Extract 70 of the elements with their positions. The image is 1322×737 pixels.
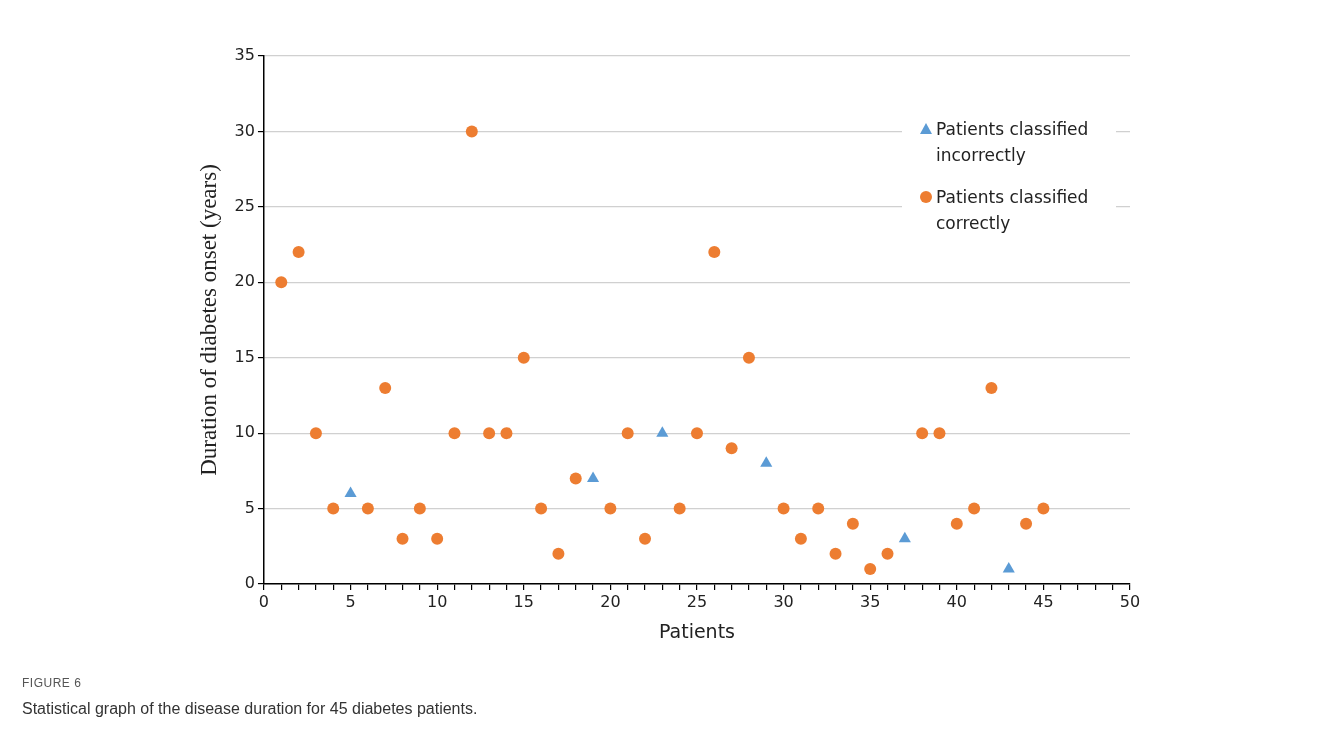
point: [1037, 502, 1050, 515]
point: [396, 532, 409, 545]
point: [656, 426, 669, 437]
x-tick-label: 40: [946, 591, 967, 611]
point: [898, 531, 911, 543]
y-tick-label: 15: [234, 346, 255, 366]
point: [708, 246, 721, 259]
point: [933, 427, 946, 440]
point: [794, 532, 807, 545]
point: [448, 427, 461, 440]
x-tick-label: 35: [860, 591, 881, 611]
legend-label: Patients classified incorrectly: [936, 118, 1090, 167]
point: [621, 427, 634, 440]
point: [846, 517, 859, 530]
point: [829, 547, 842, 560]
x-tick-label: 50: [1119, 591, 1141, 611]
point: [673, 502, 686, 515]
y-tick-label: 35: [234, 45, 255, 65]
x-tick-label: 15: [513, 591, 534, 611]
y-axis-title: Duration of diabetes onset (years): [195, 164, 221, 476]
text: Statistical graph of the disease duration for 45 diabetes patients.: [22, 700, 478, 718]
point: [309, 427, 322, 440]
point: [604, 502, 617, 515]
point: [725, 442, 738, 455]
x-axis-title: Patients: [658, 619, 736, 642]
y-tick-label: 30: [234, 120, 255, 140]
point: [292, 246, 305, 259]
point: [465, 125, 478, 138]
point: [517, 351, 530, 364]
y-tick-label: 25: [234, 196, 255, 216]
point: [864, 562, 877, 575]
point: [950, 517, 963, 530]
legend-label: Patients classified correctly: [936, 186, 1090, 235]
point: [413, 502, 426, 515]
point: [586, 471, 600, 482]
y-tick-label: 5: [244, 497, 255, 517]
point: [379, 381, 392, 394]
y-tick-label: 0: [244, 573, 255, 593]
point: [690, 427, 703, 440]
point: [916, 427, 929, 440]
point: [431, 532, 444, 545]
point: [1020, 517, 1033, 530]
caption: FIGURE 6: [22, 676, 82, 690]
point: [327, 502, 340, 515]
point: [535, 502, 548, 515]
point: [812, 502, 825, 515]
point: [1002, 561, 1015, 573]
point: [639, 532, 652, 545]
point: [968, 502, 981, 515]
x-tick-label: 20: [600, 591, 621, 611]
point: [483, 427, 496, 440]
point: [361, 502, 374, 515]
point: [881, 547, 894, 560]
point: [760, 456, 773, 467]
point: [742, 351, 755, 364]
point: [275, 276, 288, 289]
y-tick-label: 10: [234, 422, 255, 442]
x-tick-label: 10: [426, 591, 448, 611]
point: [777, 502, 790, 515]
point: [552, 547, 565, 560]
point: [569, 472, 582, 485]
x-tick-label: 5: [345, 591, 356, 611]
x-tick-label: 45: [1033, 591, 1054, 611]
point: [985, 381, 998, 394]
x-tick-label: 0: [258, 591, 270, 611]
x-tick-label: 30: [773, 591, 794, 611]
y-tick-label: 20: [234, 271, 255, 291]
point: [344, 486, 357, 497]
point: [500, 427, 513, 440]
x-tick-label: 25: [686, 591, 708, 611]
